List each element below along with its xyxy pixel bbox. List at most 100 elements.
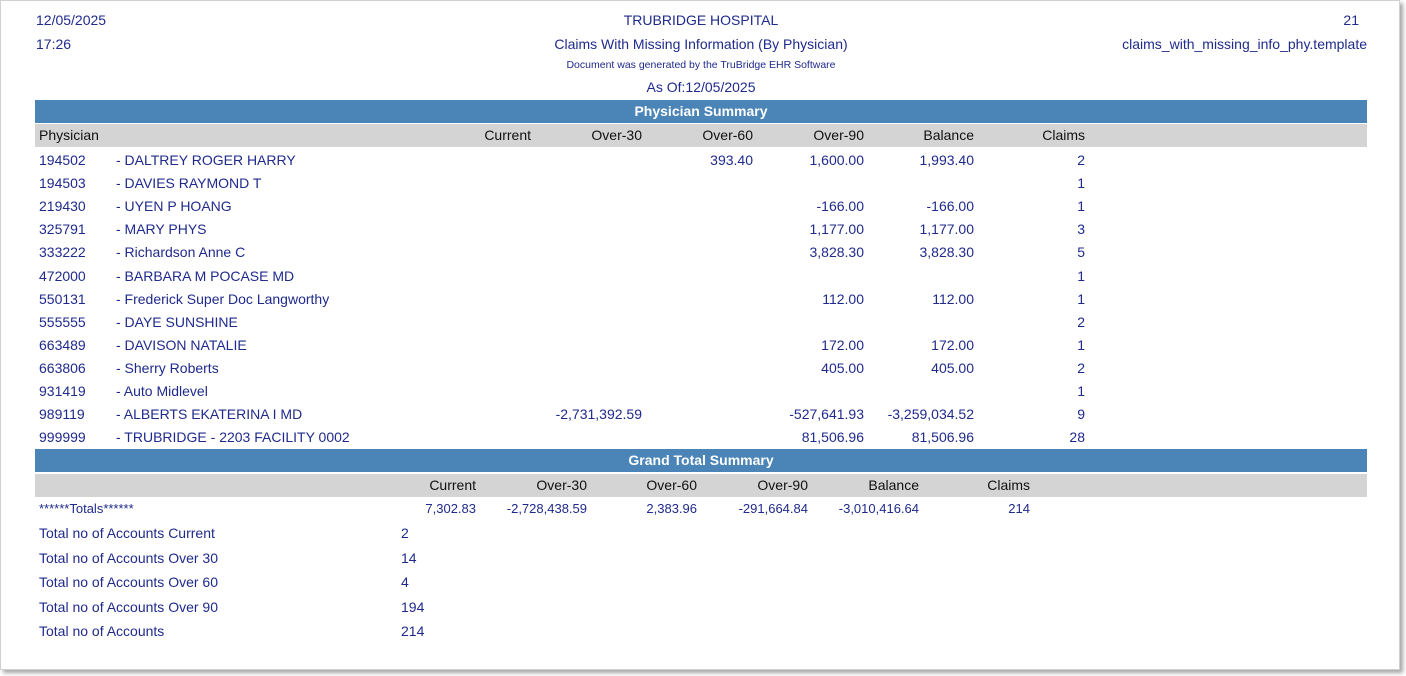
cell-balance: 112.00 bbox=[932, 290, 974, 307]
account-count-value: 194 bbox=[401, 598, 425, 615]
totals-over30: -2,728,438.59 bbox=[506, 501, 587, 516]
hospital-name: TRUBRIDGE HOSPITAL bbox=[623, 12, 779, 28]
cell-claims: 1 bbox=[1077, 383, 1085, 399]
account-count-value: 14 bbox=[401, 549, 417, 566]
grand-total-column-header: Current Over-30 Over-60 Over-90 Balance … bbox=[35, 474, 1367, 497]
table-row: 999999 - TRUBRIDGE - 2203 FACILITY 0002 81… bbox=[35, 429, 1367, 451]
cell-balance: 3,828.30 bbox=[919, 244, 975, 261]
list-item: Total no of Accounts Current 2 bbox=[35, 525, 1367, 547]
totals-current: 7,302.83 bbox=[425, 501, 476, 516]
cell-over90: 172.00 bbox=[821, 336, 864, 353]
gt-col-over30: Over-30 bbox=[536, 477, 587, 493]
table-row: 333222 - Richardson Anne C 3,828.30 3,828.3… bbox=[35, 244, 1367, 266]
cell-claims: 2 bbox=[1077, 359, 1085, 376]
physician-id: 989119 bbox=[39, 406, 85, 423]
cell-claims: 3 bbox=[1077, 221, 1085, 238]
gt-col-over90: Over-90 bbox=[757, 477, 808, 493]
totals-row: ******Totals****** 7,302.83 -2,728,438.5… bbox=[35, 501, 1367, 523]
account-count-label: Total no of Accounts Over 60 bbox=[39, 574, 218, 590]
col-claims: Claims bbox=[1042, 127, 1085, 143]
list-item: Total no of Accounts Over 60 4 bbox=[35, 574, 1367, 596]
table-row: 550131- Frederick Super Doc Langworthy 11… bbox=[35, 291, 1367, 313]
cell-claims: 1 bbox=[1077, 336, 1085, 353]
account-count-label: Total no of Accounts bbox=[39, 623, 165, 639]
cell-claims: 28 bbox=[1069, 429, 1085, 446]
page-number: 21 bbox=[1343, 12, 1359, 28]
totals-balance: -3,010,416.64 bbox=[838, 501, 919, 516]
table-row: 931419 - Auto Midlevel 1 bbox=[35, 383, 1367, 405]
cell-claims: 5 bbox=[1077, 244, 1085, 261]
physician-name: - Auto Midlevel bbox=[116, 383, 208, 399]
generated-note: Document was generated by the TruBridge … bbox=[566, 59, 836, 71]
col-over30: Over-30 bbox=[591, 127, 642, 143]
table-row: 472000 - BARBARA M POCASE MD 1 bbox=[35, 268, 1367, 290]
physician-id: 663489 bbox=[39, 336, 86, 353]
physician-id: 194503 bbox=[39, 175, 86, 192]
cell-over30: -2,731,392.59 bbox=[555, 406, 642, 423]
gt-col-balance: Balance bbox=[868, 477, 919, 493]
table-row: 663806 - Sherry Roberts 405.00 405.00 2 bbox=[35, 360, 1367, 382]
physician-id: 194502 bbox=[39, 152, 86, 168]
cell-balance: 405.00 bbox=[931, 359, 974, 376]
physician-name: - Frederick Super Doc Langworthy bbox=[116, 290, 330, 307]
table-row: 663489 - DAVISON NATALIE 172.00 172.00 1 bbox=[35, 337, 1367, 359]
table-row: 194502 - DALTREY ROGER HARRY 393.40 1,600.0… bbox=[35, 152, 1367, 174]
table-row: 325791 - MARY PHYS 1,177.00 1,177.00 3 bbox=[35, 221, 1367, 243]
cell-balance: -166.00 bbox=[926, 198, 974, 215]
cell-over60: 393.40 bbox=[710, 152, 753, 168]
list-item: Total no of Accounts 214 bbox=[35, 623, 1367, 645]
grand-total-bar: Grand Total Summary bbox=[35, 449, 1367, 472]
report-title: Claims With Missing Information (By Phys… bbox=[554, 36, 848, 52]
cell-over90: 3,828.30 bbox=[809, 244, 865, 261]
table-row: 989119 - ALBERTS EKATERINA I MD -2,731,392… bbox=[35, 406, 1367, 428]
account-count-label: Total no of Accounts Over 30 bbox=[39, 549, 218, 566]
cell-over90: -166.00 bbox=[816, 198, 864, 215]
account-count-label: Total no of Accounts Current bbox=[39, 525, 215, 541]
col-over90: Over-90 bbox=[813, 127, 864, 143]
col-current: Current bbox=[484, 127, 531, 143]
physician-name: - Richardson Anne C bbox=[116, 244, 246, 261]
physician-name: - Sherry Roberts bbox=[116, 359, 219, 376]
physician-id: 931419 bbox=[39, 383, 86, 399]
cell-balance: 81,506.96 bbox=[911, 429, 974, 446]
physician-summary-column-header: Physician Current Over-30 Over-60 Over-9… bbox=[35, 124, 1367, 147]
cell-claims: 2 bbox=[1077, 152, 1085, 168]
account-count-value: 4 bbox=[401, 574, 409, 590]
table-row: 219430 - UYEN P HOANG -166.00 -166.00 1 bbox=[35, 198, 1367, 220]
physician-id: 555555 bbox=[39, 313, 86, 330]
totals-over60: 2,383.96 bbox=[646, 501, 697, 516]
account-count-value: 214 bbox=[401, 623, 425, 639]
cell-balance: -3,259,034.52 bbox=[887, 406, 974, 423]
physician-id: 219430 bbox=[39, 198, 86, 215]
physician-name: - DAVISON NATALIE bbox=[116, 336, 247, 353]
cell-claims: 1 bbox=[1077, 267, 1085, 284]
physician-id: 663806 bbox=[39, 359, 86, 376]
physician-id: 325791 bbox=[39, 221, 86, 238]
report-date: 12/05/2025 bbox=[36, 12, 107, 28]
gt-col-current: Current bbox=[429, 477, 476, 493]
table-row: 555555 - DAYE SUNSHINE 2 bbox=[35, 314, 1367, 336]
physician-name: - DAVIES RAYMOND T bbox=[116, 175, 262, 192]
cell-over90: 405.00 bbox=[821, 359, 864, 376]
cell-over90: 1,177.00 bbox=[809, 221, 865, 238]
cell-claims: 1 bbox=[1077, 290, 1085, 307]
report-time: 17:26 bbox=[36, 36, 72, 52]
physician-id: 999999 bbox=[39, 429, 86, 446]
cell-claims: 1 bbox=[1077, 175, 1085, 192]
physician-id: 333222 bbox=[39, 244, 86, 261]
physician-name: - TRUBRIDGE - 2203 FACILITY 0002 bbox=[116, 429, 350, 446]
physician-name: - DAYE SUNSHINE bbox=[116, 313, 238, 330]
physician-name: - BARBARA M POCASE MD bbox=[116, 267, 295, 284]
list-item: Total no of Accounts Over 90 194 bbox=[35, 599, 1367, 621]
cell-over90: -527,641.93 bbox=[789, 406, 864, 423]
totals-label: ******Totals****** bbox=[39, 501, 134, 516]
cell-over90: 81,506.96 bbox=[801, 429, 864, 446]
physician-id: 550131 bbox=[39, 290, 86, 307]
list-item: Total no of Accounts Over 30 14 bbox=[35, 550, 1367, 572]
physician-name: - DALTREY ROGER HARRY bbox=[116, 152, 296, 168]
cell-claims: 1 bbox=[1077, 198, 1085, 215]
physician-name: - MARY PHYS bbox=[116, 221, 207, 238]
col-balance: Balance bbox=[923, 127, 974, 143]
as-of-date: As Of:12/05/2025 bbox=[646, 79, 756, 95]
